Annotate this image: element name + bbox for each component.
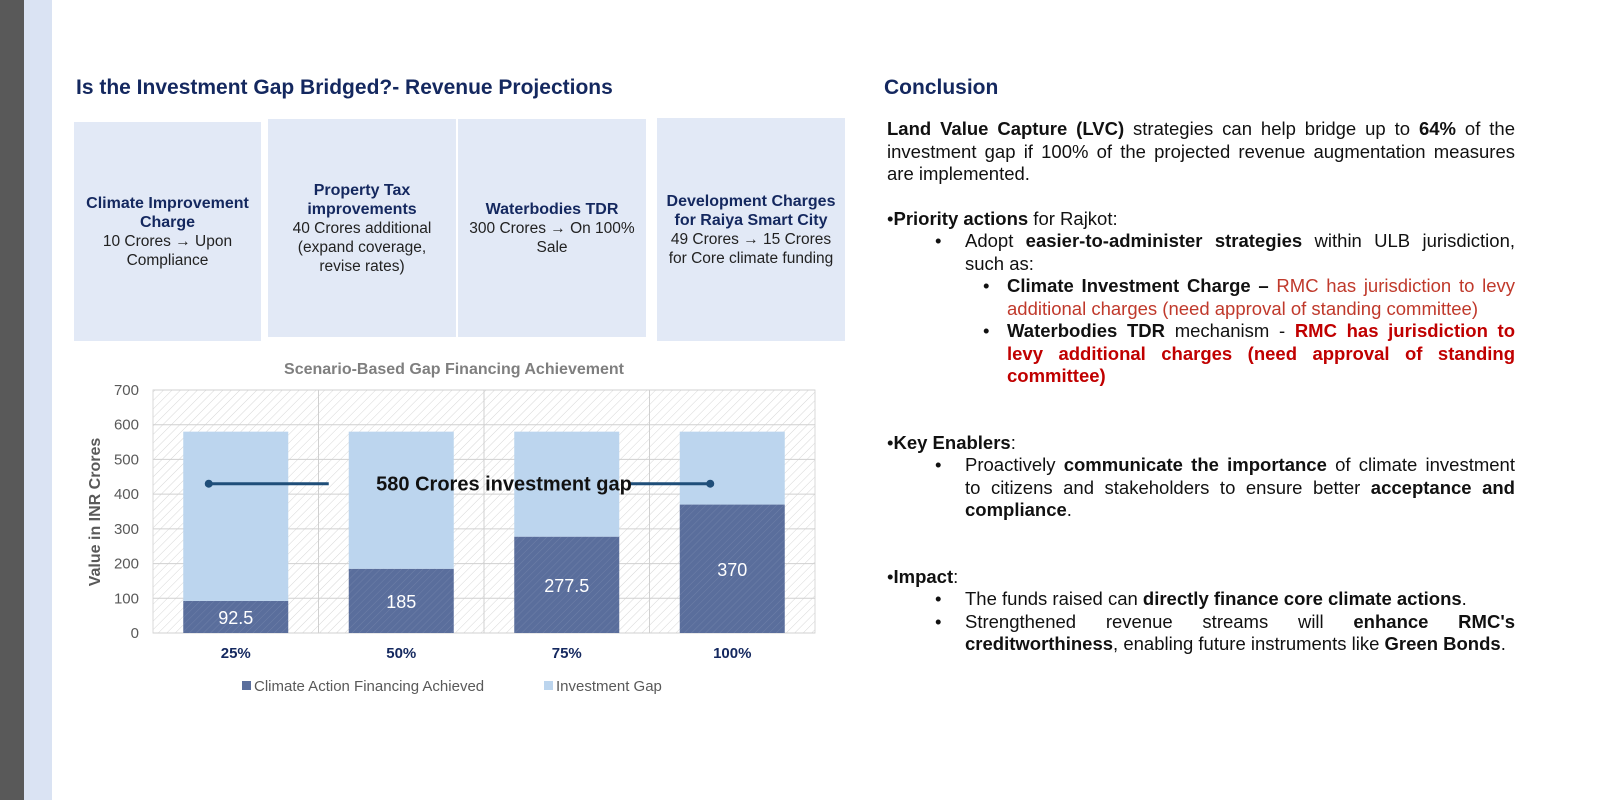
enablers-label: Key Enablers [893,431,1011,453]
text: , enabling future instruments like [1113,633,1385,654]
bar-texture [183,600,289,633]
y-tick-label: 700 [114,382,139,399]
data-label: 370 [717,560,747,580]
list-item: • Climate Investment Charge – RMC has jur… [983,275,1515,319]
text: : [953,565,959,587]
list-item: • Proactively communicate the importance … [935,454,1515,521]
box-title: Development Charges for Raiya Smart City [666,192,836,229]
red-note: RMC has jurisdiction to levy additional … [1007,275,1515,319]
lvc-term: Land Value Capture (LVC) [887,118,1125,139]
list-item: • The funds raised can directly finance c… [935,588,1467,609]
text: The funds raised can [965,588,1143,609]
text: : [1010,431,1016,453]
box-text: 10 Crores → Upon Compliance [102,232,233,269]
y-tick-label: 400 [114,486,139,503]
bold-text: communicate the importance [1063,454,1327,475]
text: mechanism - [1165,320,1295,341]
box-title: Climate Improvement Charge [86,194,249,231]
lvc-percent: 64% [1418,118,1457,139]
priority-label: Priority actions [893,207,1029,229]
bold-text: acceptance and compliance [965,476,1515,521]
revenue-box-waterbodies-tdr: Waterbodies TDR 300 Crores → On 100% Sal… [458,119,646,337]
data-label: 277.5 [544,576,589,596]
enablers-heading: •Key Enablers: [887,431,1016,453]
list-item: • Adopt easier-to-administer strategies w… [935,230,1515,274]
text: within ULB jurisdiction, such as: [965,230,1515,274]
priority-heading: •Priority actions for Rajkot: [887,207,1118,229]
red-note: RMC has jurisdiction to levy additional … [1007,320,1516,386]
revenue-box-property-tax: Property Tax improvements 40 Crores addi… [268,119,456,337]
text: Strengthened revenue streams will [965,610,1354,632]
legend-swatch [242,681,251,690]
text: . [1461,588,1467,609]
data-label: 185 [386,592,416,612]
revenue-box-climate-charge: Climate Improvement Charge 10 Crores → U… [74,122,261,341]
y-tick-label: 100 [114,590,139,607]
revenue-box-development-charges: Development Charges for Raiya Smart City… [657,118,845,341]
bar-investment-gap [514,431,620,537]
legend-label: Investment Gap [556,678,662,695]
x-tick-label: 50% [386,645,416,662]
impact-heading: •Impact: [887,565,959,587]
y-tick-label: 300 [114,521,139,538]
bar-texture [514,536,620,633]
legend-label: Climate Action Financing Achieved [254,678,484,695]
text: for Rajkot: [1028,207,1118,229]
box-title: Waterbodies TDR [485,200,619,218]
bold-text: easier-to-administer strategies [1025,230,1303,251]
y-tick-label: 0 [131,625,139,642]
bar-investment-gap [348,431,454,569]
annotation-dot-left [204,479,213,488]
annotation-text: 580 Crores investment gap [376,474,632,496]
bold-text: Climate Investment Charge – [1007,275,1277,296]
bold-text: Green Bonds [1384,633,1501,654]
y-tick-label: 600 [114,417,139,434]
conclusion-title: Conclusion [884,76,999,99]
impact-label: Impact [893,565,954,587]
box-text: 49 Crores → 15 Crores for Core climate f… [668,230,834,267]
bar-investment-gap [679,431,785,505]
box-text: 300 Crores → On 100% Sale [469,219,635,256]
bold-text: Waterbodies TDR [1007,320,1166,341]
text: strategies can help bridge up to [1124,118,1419,139]
bold-text: enhance RMC's creditworthiness [965,610,1516,655]
text: of climate investment to citizens and st… [965,454,1515,498]
conclusion-body: Land Value Capture (LVC) strategies can … [887,118,1515,656]
y-tick-label: 200 [114,556,139,573]
y-tick-label: 500 [114,451,139,468]
annotation-dot-right [706,479,715,488]
text: . [1500,633,1506,654]
left-light-border [24,0,52,800]
data-label: 92.5 [218,608,253,628]
chart-title: Scenario-Based Gap Financing Achievement [284,361,625,378]
text: . [1066,499,1072,520]
box-text: 40 Crores additional (expand coverage, r… [292,219,432,275]
text: Proactively [965,454,1064,475]
bar-texture [348,568,454,633]
legend-swatch [544,681,553,690]
list-item: • Waterbodies TDR mechanism - RMC has jur… [983,320,1516,386]
bar-investment-gap [183,431,289,601]
gap-financing-chart: Scenario-Based Gap Financing Achievement… [87,361,816,695]
left-section-title: Is the Investment Gap Bridged?- Revenue … [76,76,613,99]
text: of the investment gap if 100% of the pro… [887,118,1515,184]
x-tick-label: 100% [713,645,751,662]
y-axis-label: Value in INR Crores [87,438,104,587]
x-tick-label: 25% [221,645,251,662]
bold-text: directly finance core climate actions [1142,588,1462,609]
bar-texture [679,504,785,633]
box-title: Property Tax improvements [307,181,417,218]
left-dark-border [0,0,24,800]
lvc-paragraph: Land Value Capture (LVC) strategies can … [887,118,1515,186]
x-tick-label: 75% [552,645,582,662]
list-item: • Strengthened revenue streams will enhan… [935,610,1516,655]
text: Adopt [965,230,1026,251]
